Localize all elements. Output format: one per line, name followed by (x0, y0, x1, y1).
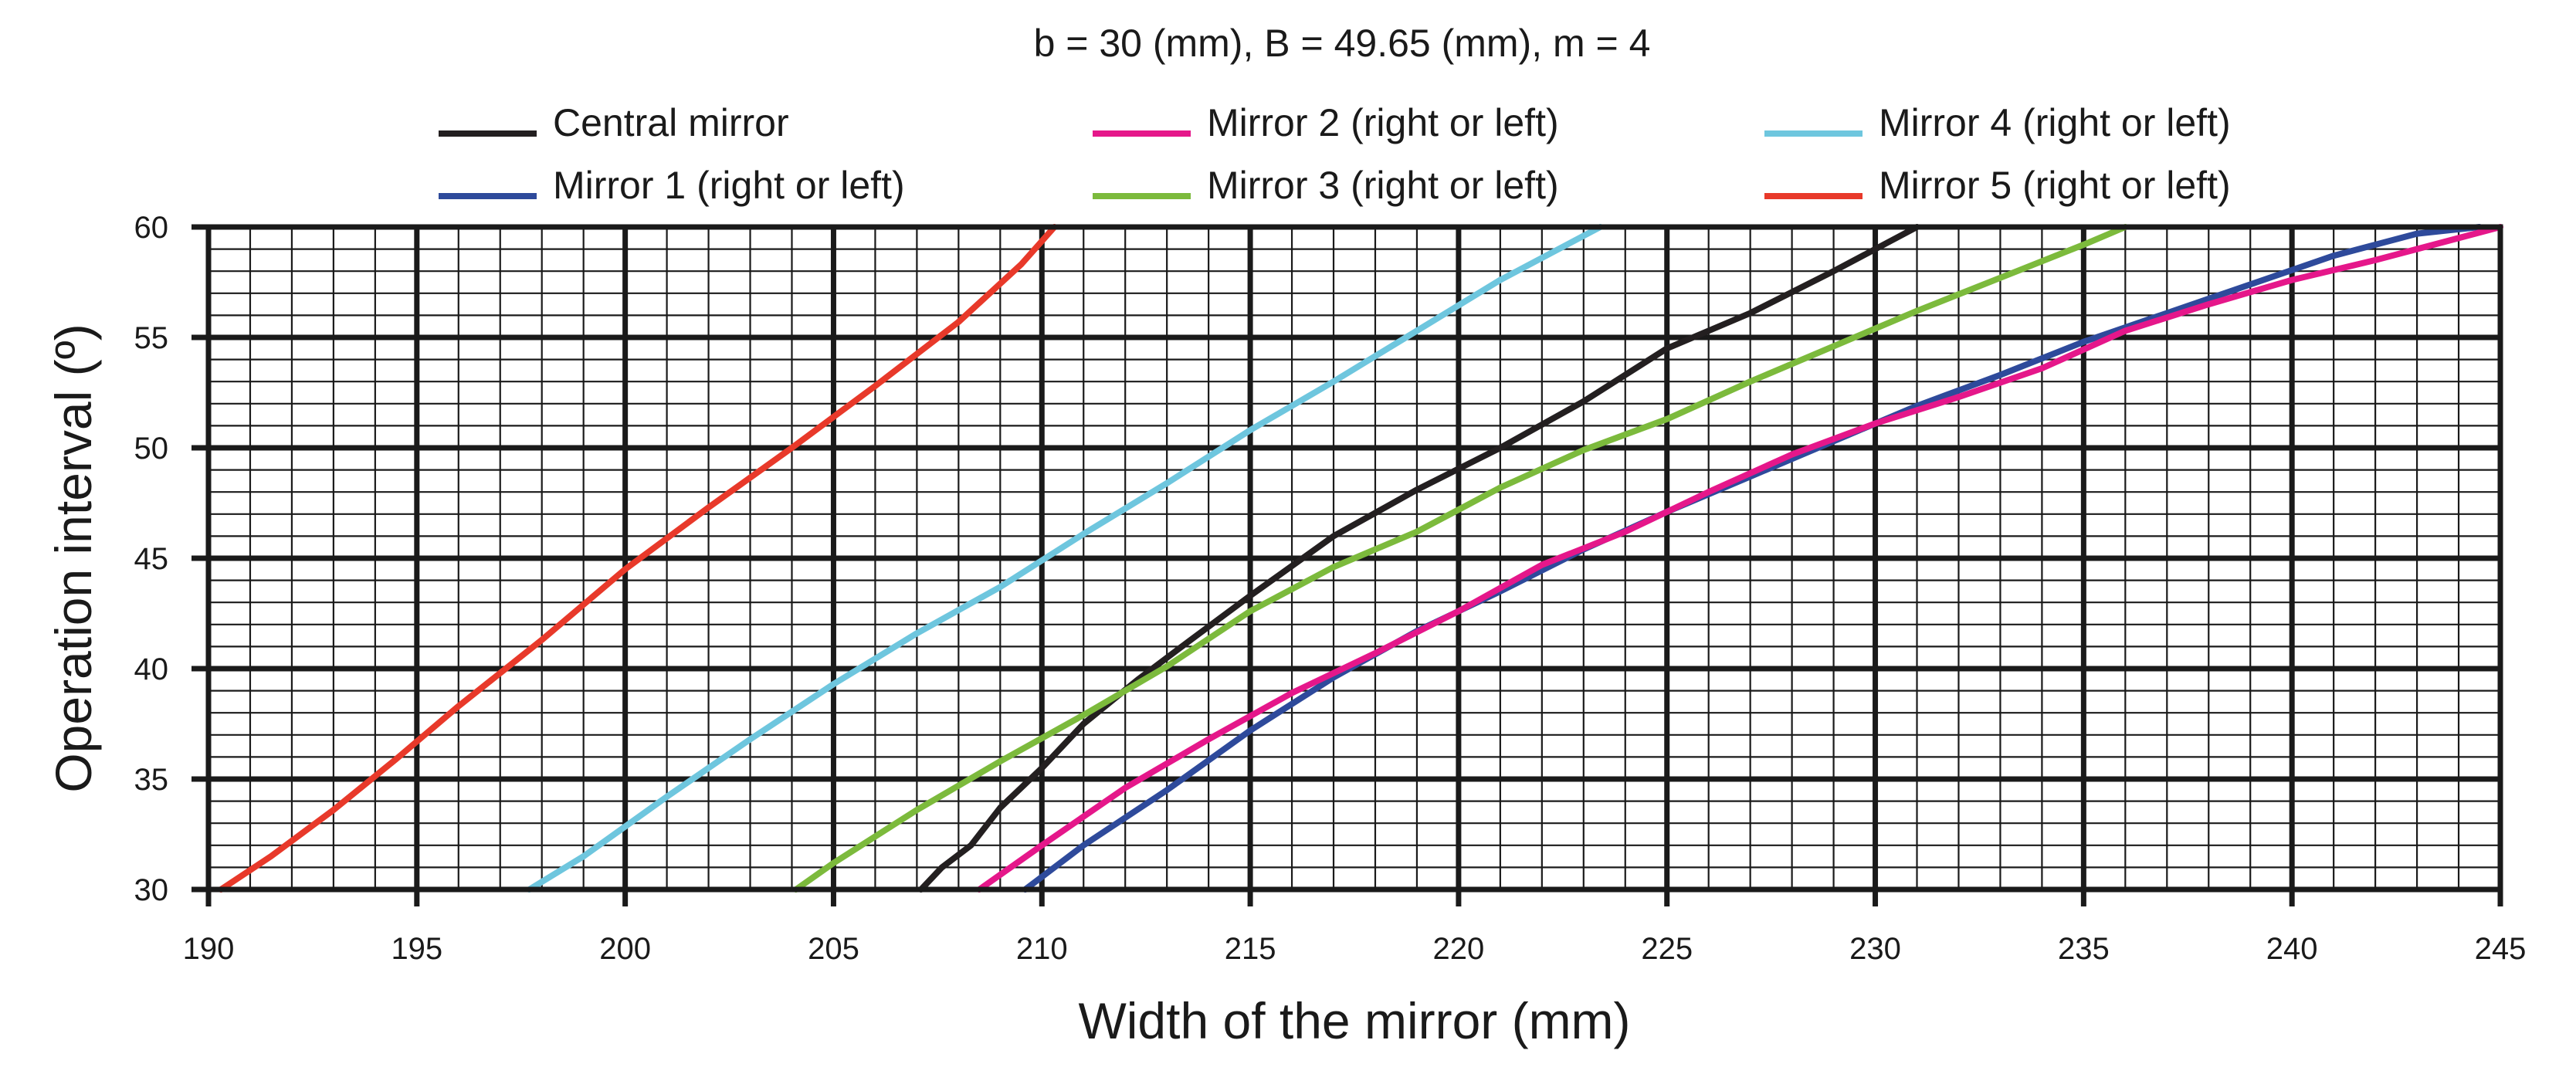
legend-label: Mirror 3 (right or left) (1207, 164, 1559, 207)
x-tick-label: 230 (1849, 932, 1901, 966)
legend-item: Mirror 1 (right or left) (439, 164, 905, 207)
legend-item: Mirror 2 (right or left) (1093, 101, 1559, 144)
series-line-2 (976, 224, 2503, 893)
legend-label: Mirror 5 (right or left) (1879, 164, 2231, 207)
x-tick-label: 200 (599, 932, 651, 966)
legend-label: Mirror 2 (right or left) (1207, 101, 1559, 144)
legend-item: Central mirror (439, 101, 789, 144)
y-tick-label: 60 (134, 211, 169, 245)
y-tick-label: 55 (134, 321, 169, 355)
legend-item: Mirror 4 (right or left) (1764, 101, 2231, 144)
x-tick-label: 205 (808, 932, 859, 966)
y-tick-label: 35 (134, 763, 169, 797)
x-tick-label: 225 (1641, 932, 1693, 966)
x-tick-label: 195 (391, 932, 442, 966)
x-tick-label: 210 (1016, 932, 1068, 966)
legend-item: Mirror 3 (right or left) (1093, 164, 1559, 207)
chart-title: b = 30 (mm), B = 49.65 (mm), m = 4 (1034, 22, 1651, 65)
y-tick-label: 40 (134, 652, 169, 686)
x-tick-label: 235 (2058, 932, 2110, 966)
legend: Central mirror Mirror 1 (right or left) Mi… (439, 101, 2231, 207)
x-tick-label: 240 (2266, 932, 2318, 966)
legend-label: Mirror 1 (right or left) (553, 164, 905, 207)
y-axis-label: Operation interval (º) (45, 324, 102, 792)
y-tick-labels: 30 35 40 45 50 55 60 (134, 211, 208, 907)
series-layer (218, 224, 2503, 893)
y-tick-label: 30 (134, 873, 169, 907)
x-tick-label: 220 (1433, 932, 1485, 966)
x-tick-labels: 190 195 200 205 210 215 220 225 230 235 240 245 (183, 889, 2527, 966)
y-tick-label: 50 (134, 432, 169, 466)
series-line-0 (917, 224, 1920, 893)
x-tick-label: 190 (183, 932, 235, 966)
x-tick-label: 215 (1225, 932, 1276, 966)
legend-label: Mirror 4 (right or left) (1879, 101, 2231, 144)
series-line-5 (218, 224, 1058, 893)
series-line-4 (526, 224, 1604, 893)
series-line-3 (792, 224, 2129, 893)
x-axis-label: Width of the mirror (mm) (1078, 992, 1630, 1049)
y-tick-label: 45 (134, 542, 169, 576)
legend-item: Mirror 5 (right or left) (1764, 164, 2231, 207)
x-tick-label: 245 (2475, 932, 2527, 966)
legend-label: Central mirror (553, 101, 789, 144)
